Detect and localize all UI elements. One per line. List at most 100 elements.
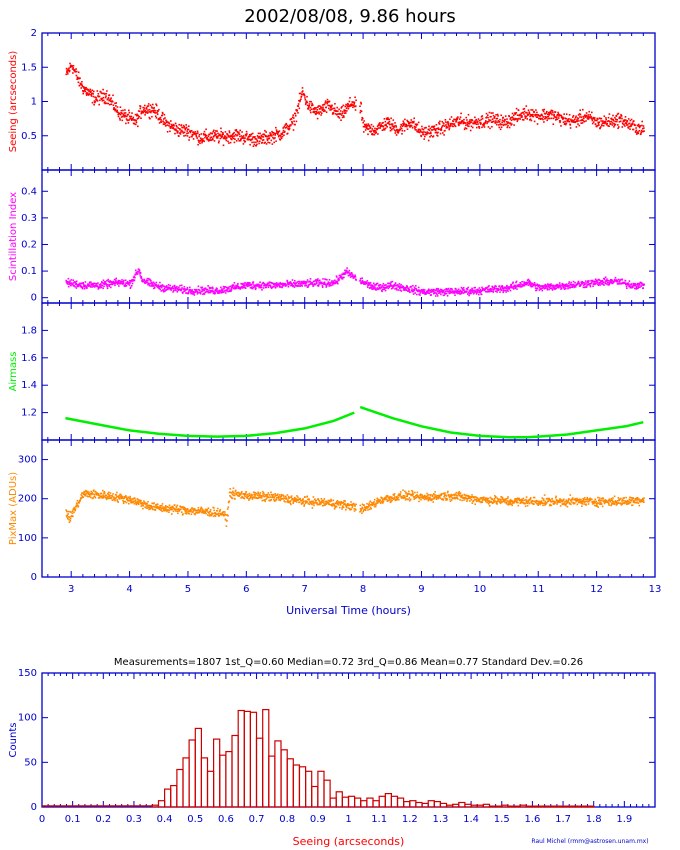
data-point: [196, 137, 198, 139]
data-point: [89, 286, 92, 288]
data-point: [464, 122, 467, 124]
data-point: [169, 127, 172, 129]
data-point: [374, 288, 377, 290]
data-point: [315, 107, 318, 109]
data-point: [440, 129, 443, 131]
data-point: [580, 284, 582, 286]
data-point: [304, 281, 307, 283]
data-point: [265, 131, 267, 133]
data-point: [319, 503, 321, 506]
data-point: [305, 501, 308, 503]
data-point: [381, 289, 383, 292]
data-point: [119, 113, 122, 116]
data-point: [394, 288, 396, 290]
data-point: [578, 281, 580, 284]
data-point: [568, 281, 571, 283]
data-point: [74, 281, 77, 284]
data-point: [278, 494, 281, 496]
data-point: [102, 494, 105, 496]
data-point: [564, 285, 566, 287]
data-point: [382, 126, 385, 128]
data-point: [145, 279, 148, 281]
data-point: [492, 288, 494, 290]
data-point: [525, 105, 528, 107]
data-point: [183, 126, 186, 128]
data-point: [628, 285, 630, 288]
data-point: [324, 504, 326, 506]
data-point: [423, 127, 426, 129]
data-point: [287, 285, 290, 288]
data-point: [311, 507, 314, 509]
data-point: [103, 93, 106, 95]
data-point: [231, 135, 233, 137]
data-point: [103, 285, 105, 288]
data-point: [366, 280, 369, 282]
data-point: [427, 139, 430, 142]
data-point: [577, 123, 579, 125]
data-point: [460, 290, 462, 292]
data-point: [170, 126, 172, 128]
data-point: [550, 112, 552, 114]
data-point: [109, 103, 111, 106]
data-point: [314, 498, 316, 500]
data-point: [359, 511, 361, 513]
data-point: [618, 126, 620, 128]
data-point: [427, 132, 429, 134]
data-point: [138, 499, 141, 501]
data-point: [100, 91, 102, 93]
data-point: [76, 502, 78, 505]
data-point: [178, 286, 180, 288]
data-point: [271, 496, 273, 499]
data-point: [295, 120, 298, 123]
data-point: [586, 283, 589, 286]
data-point: [301, 500, 304, 502]
data-point: [107, 493, 109, 496]
data-point: [609, 282, 611, 284]
data-point: [204, 508, 207, 511]
data-point: [190, 129, 193, 132]
data-point: [229, 488, 231, 490]
data-point: [328, 503, 330, 506]
data-point: [284, 124, 286, 126]
data-point: [515, 118, 517, 120]
data-point: [197, 285, 200, 288]
data-point: [203, 293, 206, 295]
data-point: [222, 133, 224, 135]
data-point: [318, 502, 321, 505]
data-point: [444, 119, 447, 121]
data-point: [348, 100, 351, 103]
data-point: [620, 283, 623, 285]
data-point: [511, 287, 514, 289]
data-point: [394, 130, 397, 132]
data-point: [93, 90, 95, 93]
data-point: [554, 111, 557, 113]
data-point: [445, 124, 447, 126]
data-point: [140, 112, 143, 115]
data-point: [331, 108, 334, 110]
data-point: [594, 119, 596, 122]
data-point: [337, 502, 339, 504]
data-point: [572, 280, 575, 283]
data-point: [528, 279, 531, 282]
data-point: [303, 92, 305, 95]
data-point: [368, 125, 371, 128]
data-point: [160, 507, 163, 510]
data-point: [343, 273, 345, 275]
data-point: [187, 508, 189, 511]
data-point: [428, 292, 431, 295]
data-point: [567, 118, 569, 120]
data-point: [471, 126, 474, 129]
data-point: [477, 289, 480, 292]
data-point: [570, 281, 572, 284]
data-point: [162, 285, 164, 287]
data-point: [79, 82, 82, 85]
data-point: [572, 116, 574, 118]
data-point: [446, 126, 449, 129]
data-point: [434, 295, 437, 297]
data-point: [303, 505, 305, 507]
data-point: [503, 288, 505, 290]
data-point: [512, 282, 514, 285]
data-point: [124, 114, 126, 117]
data-point: [397, 289, 400, 291]
